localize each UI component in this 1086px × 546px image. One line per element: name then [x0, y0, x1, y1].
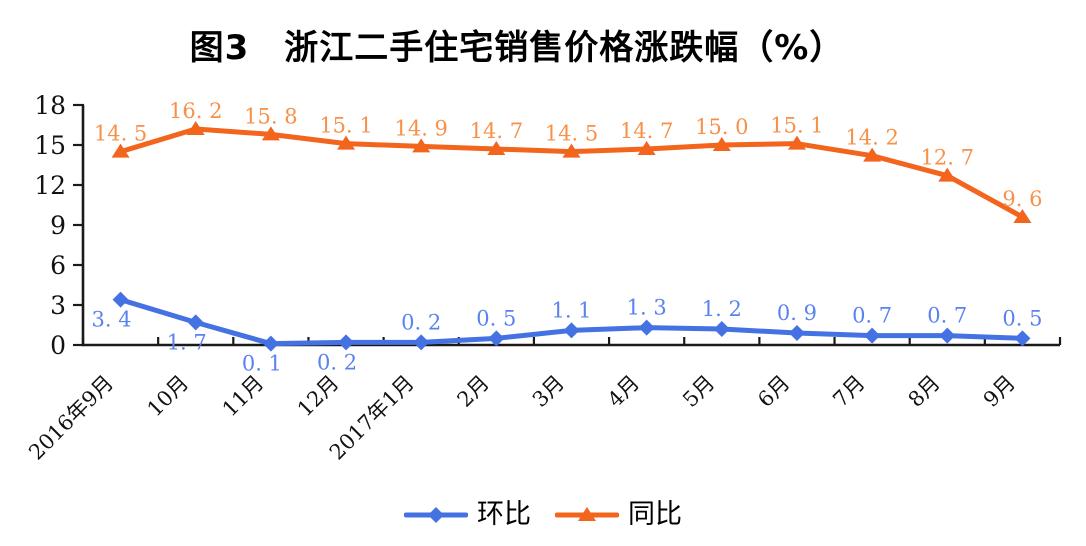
svg-text:0. 2: 0. 2 [317, 350, 357, 374]
svg-text:3: 3 [50, 291, 66, 320]
svg-text:15. 8: 15. 8 [244, 104, 297, 128]
svg-text:15: 15 [34, 131, 66, 160]
svg-text:12. 7: 12. 7 [921, 146, 974, 170]
svg-text:9. 6: 9. 6 [1002, 187, 1042, 211]
svg-text:0. 7: 0. 7 [927, 304, 967, 328]
svg-text:18: 18 [34, 91, 66, 120]
tongbi-line-triangle-icon [555, 506, 619, 521]
legend-label-tongbi: 同比 [628, 499, 682, 530]
svg-text:11月: 11月 [218, 371, 269, 422]
legend-label-huanbi: 环比 [477, 499, 531, 530]
svg-text:14. 2: 14. 2 [845, 126, 898, 150]
svg-text:0. 9: 0. 9 [777, 301, 817, 325]
svg-text:15. 0: 15. 0 [695, 115, 748, 139]
huanbi-line-diamond-icon [404, 506, 468, 523]
svg-text:14. 5: 14. 5 [545, 122, 598, 146]
svg-text:1. 7: 1. 7 [167, 330, 207, 354]
svg-text:0. 5: 0. 5 [1002, 306, 1042, 330]
legend-item-tongbi: 同比 [555, 501, 682, 528]
svg-text:12月: 12月 [293, 371, 344, 422]
svg-text:4月: 4月 [603, 371, 644, 412]
svg-text:3. 4: 3. 4 [92, 308, 132, 332]
svg-text:16. 2: 16. 2 [169, 99, 222, 123]
svg-text:14. 9: 14. 9 [394, 116, 447, 140]
svg-text:0. 5: 0. 5 [476, 306, 516, 330]
svg-text:1. 1: 1. 1 [551, 298, 591, 322]
svg-text:14. 7: 14. 7 [620, 119, 673, 143]
svg-text:0. 7: 0. 7 [852, 304, 892, 328]
svg-text:9: 9 [50, 211, 66, 240]
svg-text:7月: 7月 [828, 371, 869, 412]
svg-text:8月: 8月 [904, 371, 945, 412]
svg-text:1. 3: 1. 3 [627, 296, 667, 320]
svg-text:0: 0 [50, 331, 66, 360]
svg-text:6: 6 [50, 251, 66, 280]
svg-text:1. 2: 1. 2 [702, 297, 742, 321]
svg-text:12: 12 [34, 171, 66, 200]
svg-text:2月: 2月 [453, 371, 494, 412]
svg-text:14. 7: 14. 7 [470, 119, 523, 143]
svg-text:0. 2: 0. 2 [401, 310, 441, 334]
svg-text:0. 1: 0. 1 [242, 352, 282, 376]
chart-title: 图3 浙江二手住宅销售价格涨跌幅（%） [189, 28, 845, 68]
chart-legend: 环比 同比 [0, 501, 1086, 528]
svg-text:6月: 6月 [753, 371, 794, 412]
svg-text:9月: 9月 [979, 371, 1020, 412]
svg-text:10月: 10月 [143, 371, 194, 422]
svg-text:14. 5: 14. 5 [94, 122, 147, 146]
svg-text:3月: 3月 [528, 371, 569, 412]
legend-item-huanbi: 环比 [404, 501, 531, 528]
svg-text:2016年9月: 2016年9月 [24, 371, 118, 465]
svg-text:15. 1: 15. 1 [770, 114, 823, 138]
svg-text:15. 1: 15. 1 [319, 114, 372, 138]
svg-text:5月: 5月 [678, 371, 719, 412]
